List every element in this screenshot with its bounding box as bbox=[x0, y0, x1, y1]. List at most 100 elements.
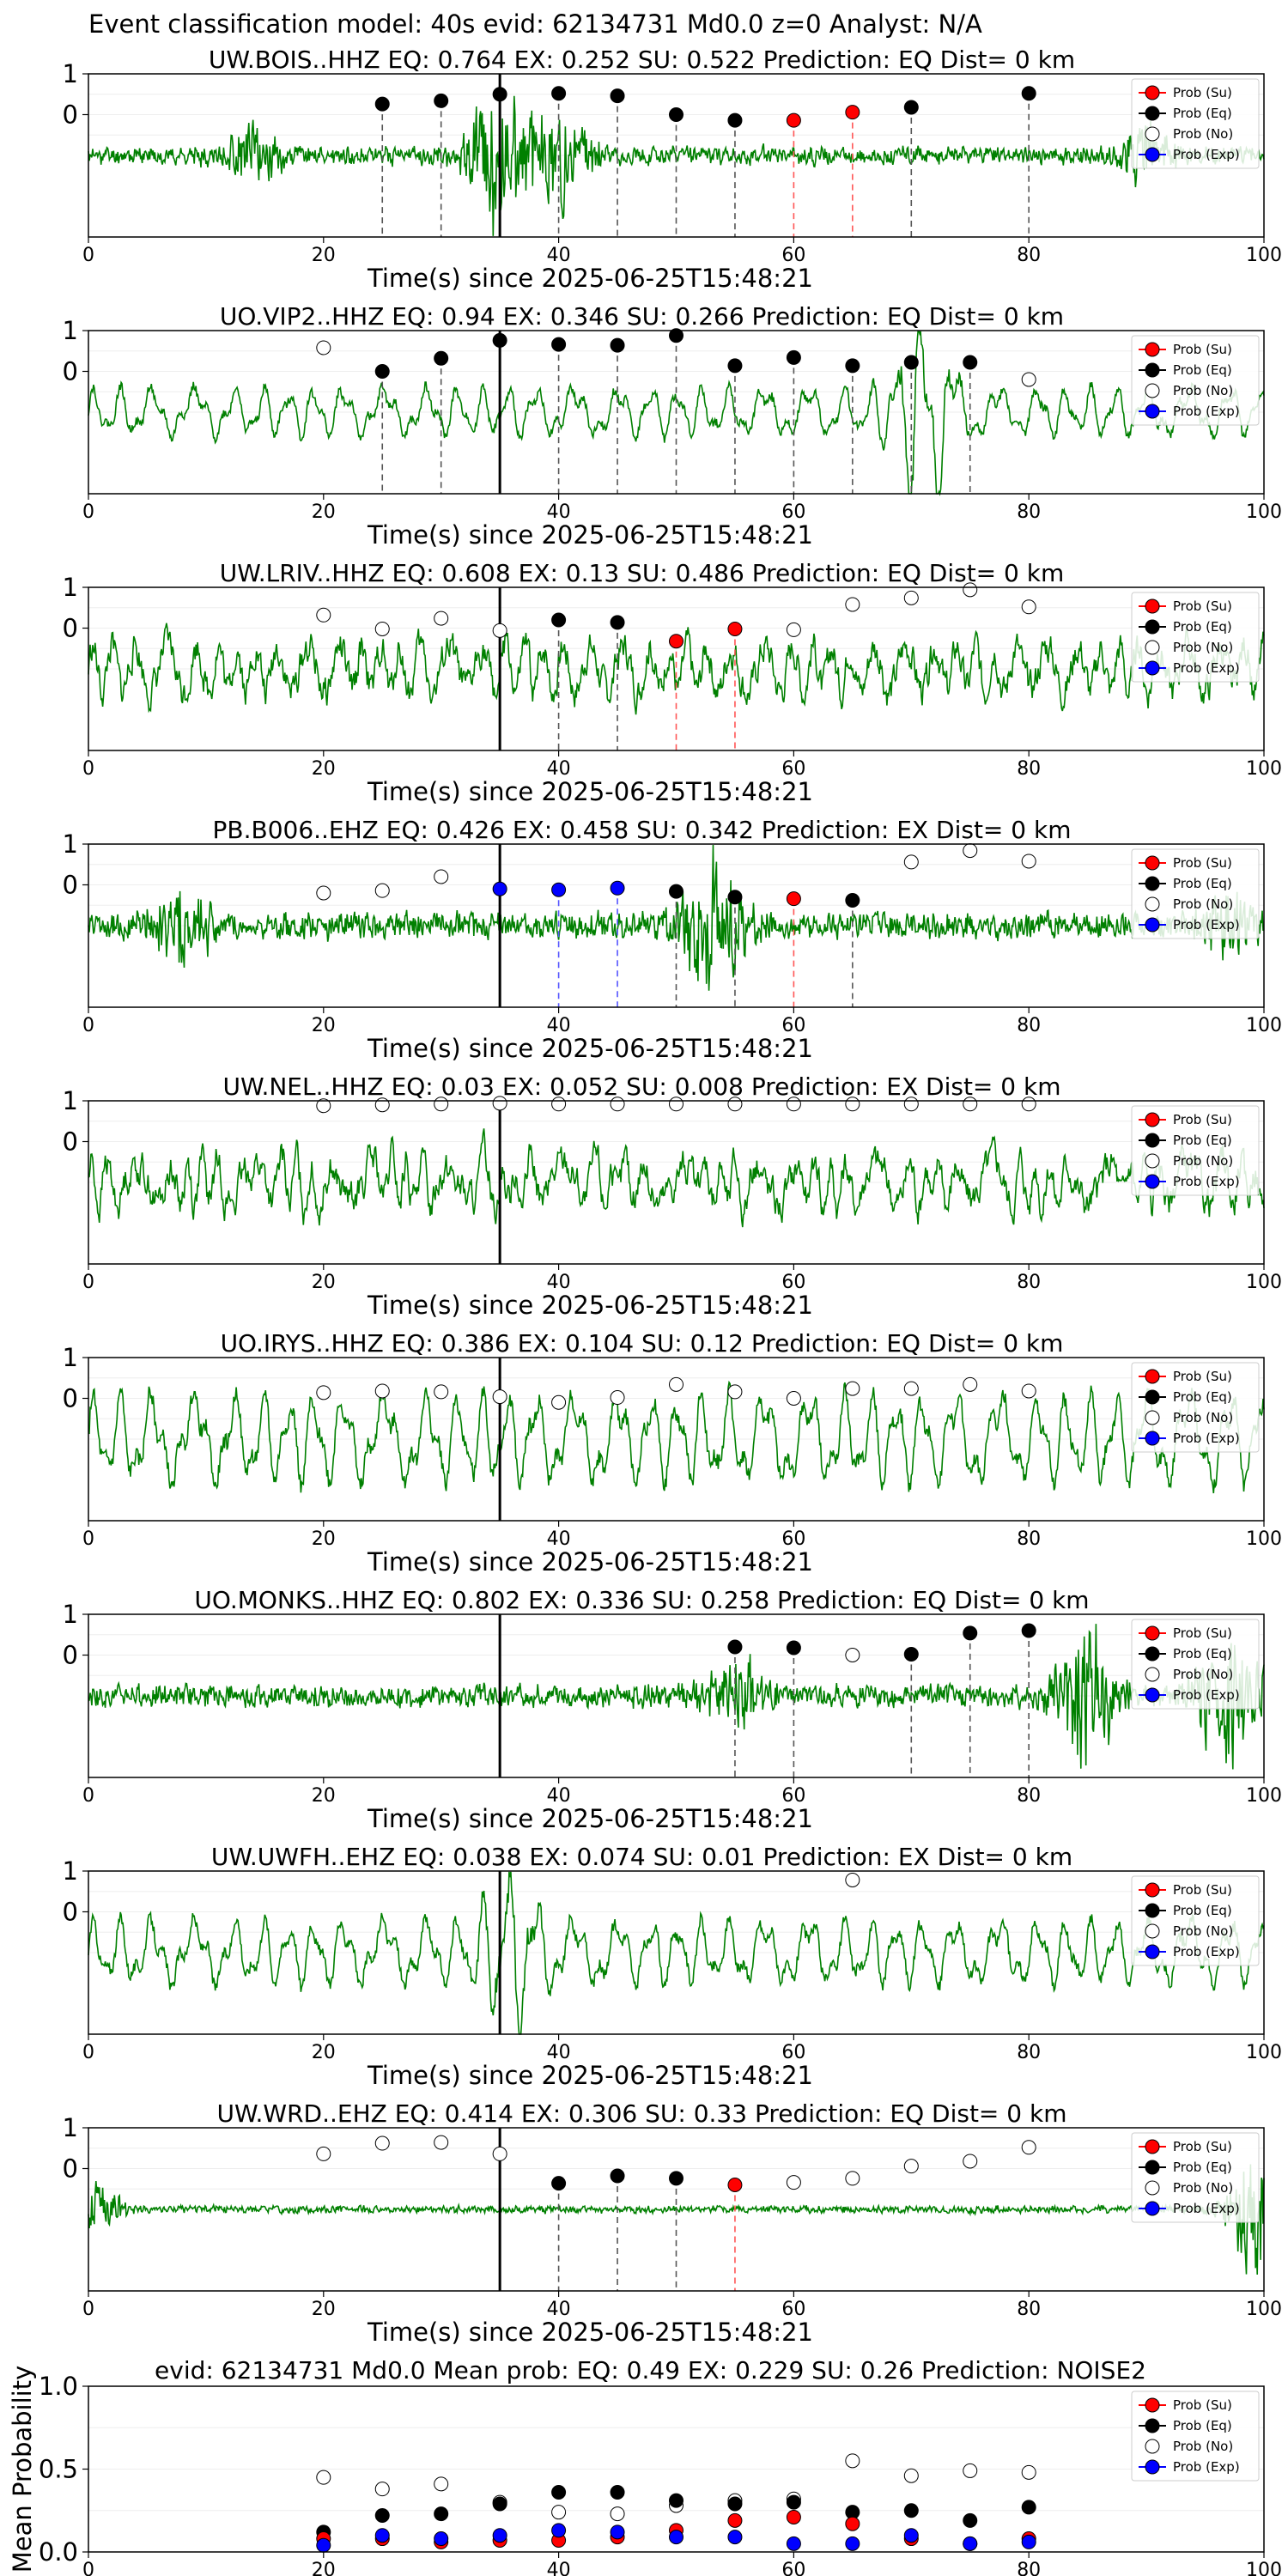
x-tick-label: 20 bbox=[312, 758, 336, 780]
legend-marker-no bbox=[1145, 1410, 1160, 1425]
legend-marker-eq bbox=[1145, 1903, 1160, 1918]
prob-point-eq bbox=[786, 1640, 801, 1656]
mean-point-exp bbox=[963, 2536, 978, 2551]
prob-point-eq bbox=[434, 93, 449, 108]
legend-marker-su bbox=[1145, 855, 1160, 871]
legend-marker-no bbox=[1145, 1153, 1160, 1169]
legend-box bbox=[1131, 1619, 1260, 1710]
x-tick-label: 20 bbox=[312, 1528, 336, 1550]
y-tick-label: 1 bbox=[63, 316, 78, 345]
x-axis-label: Time(s) since 2025-06-25T15:48:21 bbox=[367, 1291, 813, 1320]
legend-label-su: Prob (Su) bbox=[1173, 1625, 1232, 1641]
x-tick-label: 0 bbox=[82, 758, 94, 780]
mean-point-exp bbox=[903, 2528, 919, 2543]
mean-point-no bbox=[903, 2468, 919, 2483]
station-panel: UW.UWFH..EHZ EQ: 0.038 EX: 0.074 SU: 0.0… bbox=[63, 1843, 1282, 2090]
x-tick-label: 0 bbox=[82, 1785, 94, 1807]
legend-label-eq: Prob (Eq) bbox=[1173, 1133, 1232, 1148]
legend-label-su: Prob (Su) bbox=[1173, 2139, 1232, 2154]
legend-label-exp: Prob (Exp) bbox=[1173, 1431, 1240, 1446]
prob-point-eq bbox=[610, 88, 625, 104]
legend-marker-su bbox=[1145, 2139, 1160, 2154]
axes-frame bbox=[88, 1357, 1265, 1522]
legend-label-eq: Prob (Eq) bbox=[1173, 1646, 1232, 1662]
x-tick-label: 80 bbox=[1017, 1015, 1041, 1036]
legend-label-su: Prob (Su) bbox=[1173, 85, 1232, 100]
x-tick-label: 0 bbox=[82, 1015, 94, 1036]
prob-point-eq bbox=[727, 358, 743, 374]
legend-label-exp: Prob (Exp) bbox=[1173, 2201, 1240, 2216]
y-tick-label: 0 bbox=[63, 357, 78, 386]
prob-point-no bbox=[316, 1385, 331, 1400]
prob-point-no bbox=[727, 1384, 743, 1400]
legend-marker-eq bbox=[1145, 2418, 1160, 2433]
x-tick-label: 80 bbox=[1017, 758, 1041, 780]
prob-point-no bbox=[551, 1394, 567, 1410]
panel-title: UW.NEL..HHZ EQ: 0.03 EX: 0.052 SU: 0.008… bbox=[222, 1072, 1060, 1101]
axes-frame bbox=[88, 1100, 1265, 1265]
axes-frame bbox=[88, 2127, 1265, 2292]
prob-point-no bbox=[492, 1096, 507, 1111]
legend-box bbox=[1131, 592, 1260, 683]
prob-point-no bbox=[316, 885, 331, 901]
mean-point-eq bbox=[727, 2496, 743, 2512]
prob-point-no bbox=[903, 1381, 919, 1396]
prob-point-eq bbox=[963, 355, 978, 370]
prob-point-no bbox=[374, 2136, 390, 2151]
x-tick-label: 0 bbox=[82, 2299, 94, 2320]
legend-label-exp: Prob (Exp) bbox=[1173, 1687, 1240, 1703]
x-tick-label: 60 bbox=[781, 758, 805, 780]
mean-point-eq bbox=[492, 2496, 507, 2512]
prob-point-no bbox=[845, 2171, 860, 2186]
x-tick-label: 40 bbox=[547, 1015, 571, 1036]
x-tick-label: 20 bbox=[312, 245, 336, 266]
prob-point-eq bbox=[669, 884, 683, 899]
waveform-trace bbox=[88, 623, 1265, 715]
mean-point-exp bbox=[316, 2537, 331, 2553]
waveform-trace bbox=[88, 1380, 1265, 1494]
prob-point-no bbox=[903, 590, 919, 605]
mean-point-no bbox=[610, 2506, 625, 2522]
legend-label-no: Prob (No) bbox=[1173, 1410, 1233, 1425]
x-tick-label: 100 bbox=[1246, 245, 1282, 266]
legend-marker-no bbox=[1145, 1923, 1160, 1939]
prob-point-eq bbox=[903, 1647, 919, 1662]
prob-point-no bbox=[963, 843, 978, 859]
mean-point-eq bbox=[963, 2512, 978, 2528]
prob-point-no bbox=[316, 1098, 331, 1114]
mean-point-exp bbox=[492, 2528, 507, 2543]
legend-label-eq: Prob (Eq) bbox=[1173, 876, 1232, 891]
y-tick-label: 1 bbox=[63, 1856, 78, 1886]
legend-label-eq: Prob (Eq) bbox=[1173, 2418, 1232, 2433]
legend-label-eq: Prob (Eq) bbox=[1173, 106, 1232, 121]
legend-box bbox=[1131, 1105, 1260, 1196]
prob-point-no bbox=[963, 1376, 978, 1392]
x-tick-label: 80 bbox=[1017, 2560, 1041, 2576]
x-axis-label: Time(s) since 2025-06-25T15:48:21 bbox=[367, 1804, 813, 1833]
axes-frame bbox=[88, 586, 1265, 751]
mean-point-no bbox=[845, 2453, 860, 2469]
x-axis-label: Time(s) since 2025-06-25T15:48:21 bbox=[367, 2318, 813, 2347]
prob-point-su bbox=[786, 891, 801, 907]
prob-point-no bbox=[903, 1097, 919, 1112]
legend-label-eq: Prob (Eq) bbox=[1173, 619, 1232, 635]
legend-marker-eq bbox=[1145, 106, 1160, 121]
legend-label-su: Prob (Su) bbox=[1173, 598, 1232, 614]
mean-point-exp bbox=[786, 2536, 801, 2551]
x-tick-label: 100 bbox=[1246, 501, 1282, 523]
mean-point-su bbox=[845, 2516, 860, 2531]
mean-point-eq bbox=[786, 2494, 801, 2510]
waveform-trace bbox=[88, 844, 1265, 991]
prob-point-no bbox=[492, 1389, 507, 1405]
prob-point-no bbox=[845, 1381, 860, 1396]
legend-label-exp: Prob (Exp) bbox=[1173, 917, 1240, 933]
station-panel: PB.B006..EHZ EQ: 0.426 EX: 0.458 SU: 0.3… bbox=[63, 816, 1282, 1063]
prob-point-su bbox=[727, 2178, 743, 2192]
prob-point-eq bbox=[610, 615, 625, 630]
x-tick-label: 80 bbox=[1017, 245, 1041, 266]
prob-point-no bbox=[845, 1648, 860, 1662]
mean-point-no bbox=[1021, 2464, 1036, 2480]
mean-point-eq bbox=[374, 2508, 390, 2524]
mean-point-eq bbox=[903, 2503, 919, 2518]
prob-point-eq bbox=[434, 350, 449, 366]
